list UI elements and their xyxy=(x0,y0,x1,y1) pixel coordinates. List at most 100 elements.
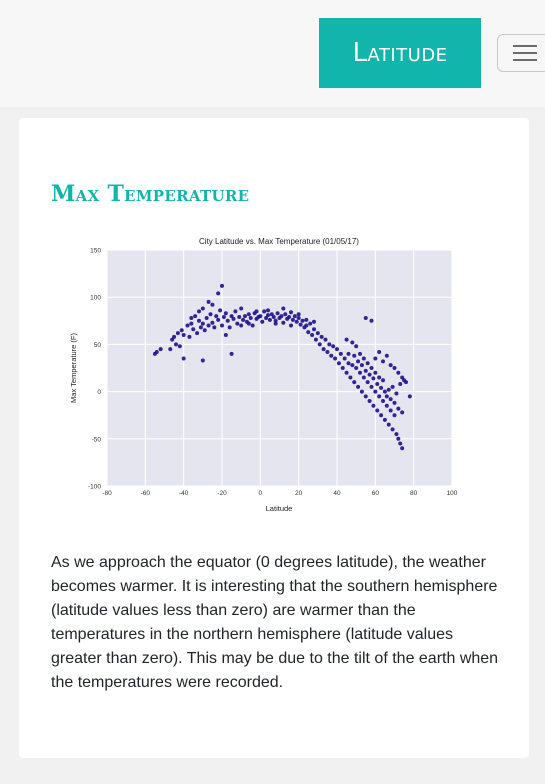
data-point xyxy=(306,330,311,335)
data-point xyxy=(185,323,190,328)
data-point xyxy=(177,344,182,349)
data-point xyxy=(361,356,366,361)
data-point xyxy=(266,313,270,318)
data-point xyxy=(254,309,259,314)
data-point xyxy=(235,321,240,326)
data-point xyxy=(220,283,224,288)
data-point xyxy=(229,314,234,319)
data-point xyxy=(365,361,370,366)
data-point xyxy=(392,400,397,405)
data-point xyxy=(390,427,395,432)
data-point xyxy=(287,315,292,320)
data-point xyxy=(327,342,332,347)
data-point xyxy=(386,422,391,427)
data-point xyxy=(202,328,207,333)
x-tick-label: 0 xyxy=(259,490,263,497)
data-point xyxy=(323,337,328,342)
data-point xyxy=(225,318,230,323)
data-point xyxy=(352,353,357,358)
data-point xyxy=(308,321,313,326)
data-point xyxy=(174,342,178,347)
data-point xyxy=(294,319,299,324)
navbar: Latitude xyxy=(0,0,545,107)
data-point xyxy=(172,334,177,339)
data-point xyxy=(197,309,201,314)
data-point xyxy=(400,375,405,380)
data-point xyxy=(315,331,320,336)
data-point xyxy=(200,358,205,363)
data-point xyxy=(402,378,407,383)
data-point xyxy=(363,368,368,373)
x-tick-labels: -80 -60 -40 -20 0 20 40 60 80 100 xyxy=(102,490,458,497)
data-point xyxy=(371,376,376,381)
data-point xyxy=(354,344,359,349)
data-point xyxy=(237,315,242,320)
data-point xyxy=(381,378,385,383)
data-point xyxy=(281,306,286,311)
data-point xyxy=(271,315,276,320)
data-point xyxy=(335,347,339,352)
data-point xyxy=(373,356,378,361)
data-point xyxy=(191,327,196,332)
data-point xyxy=(363,394,368,399)
data-point xyxy=(354,366,359,370)
data-point xyxy=(223,332,228,337)
data-point xyxy=(373,370,378,375)
data-point xyxy=(200,306,205,311)
data-point xyxy=(394,432,399,437)
data-point xyxy=(220,323,224,328)
data-point xyxy=(227,325,232,330)
description-text: As we approach the equator (0 degrees la… xyxy=(51,554,499,691)
data-point xyxy=(248,315,253,320)
content-card: Max Temperature City Latitude vs. Max Te… xyxy=(19,118,529,758)
y-tick-label: -100 xyxy=(88,484,101,491)
data-point xyxy=(267,317,272,322)
data-point xyxy=(369,384,374,389)
data-point xyxy=(398,382,403,387)
data-point xyxy=(241,317,246,322)
data-point xyxy=(214,314,219,319)
y-tick-label: 0 xyxy=(97,389,101,396)
data-point xyxy=(390,384,395,389)
data-point xyxy=(300,318,305,323)
data-point xyxy=(313,337,318,342)
data-point xyxy=(377,394,382,399)
menu-toggle-button[interactable] xyxy=(497,34,545,72)
data-point xyxy=(331,344,336,349)
data-point xyxy=(292,314,297,319)
data-point xyxy=(258,314,263,319)
data-point xyxy=(319,334,324,339)
x-tick-label: -20 xyxy=(217,490,227,497)
data-point xyxy=(158,347,163,352)
x-axis-label: Latitude xyxy=(266,504,293,513)
data-point xyxy=(388,397,393,402)
data-point xyxy=(388,408,393,413)
x-tick-label: 100 xyxy=(447,490,458,497)
data-point xyxy=(273,321,278,326)
data-point xyxy=(359,389,364,394)
data-point xyxy=(371,403,376,408)
data-point xyxy=(344,337,349,342)
data-point xyxy=(407,394,412,399)
card-title: Max Temperature xyxy=(51,181,250,207)
data-point xyxy=(344,370,349,375)
data-point xyxy=(381,359,385,364)
data-point xyxy=(392,366,397,370)
data-point xyxy=(386,387,391,392)
data-point xyxy=(358,370,362,375)
data-point xyxy=(296,312,301,317)
data-point xyxy=(377,375,382,380)
data-point xyxy=(369,318,374,323)
data-point xyxy=(289,323,293,328)
data-point xyxy=(212,325,217,330)
data-point xyxy=(262,309,267,314)
data-point xyxy=(379,385,384,390)
data-point xyxy=(379,413,384,418)
brand-link[interactable]: Latitude xyxy=(319,18,481,88)
data-point xyxy=(243,314,247,319)
data-point xyxy=(325,349,330,354)
data-point xyxy=(358,351,362,356)
data-point xyxy=(264,315,269,320)
data-point xyxy=(352,380,357,385)
data-point xyxy=(279,314,284,319)
